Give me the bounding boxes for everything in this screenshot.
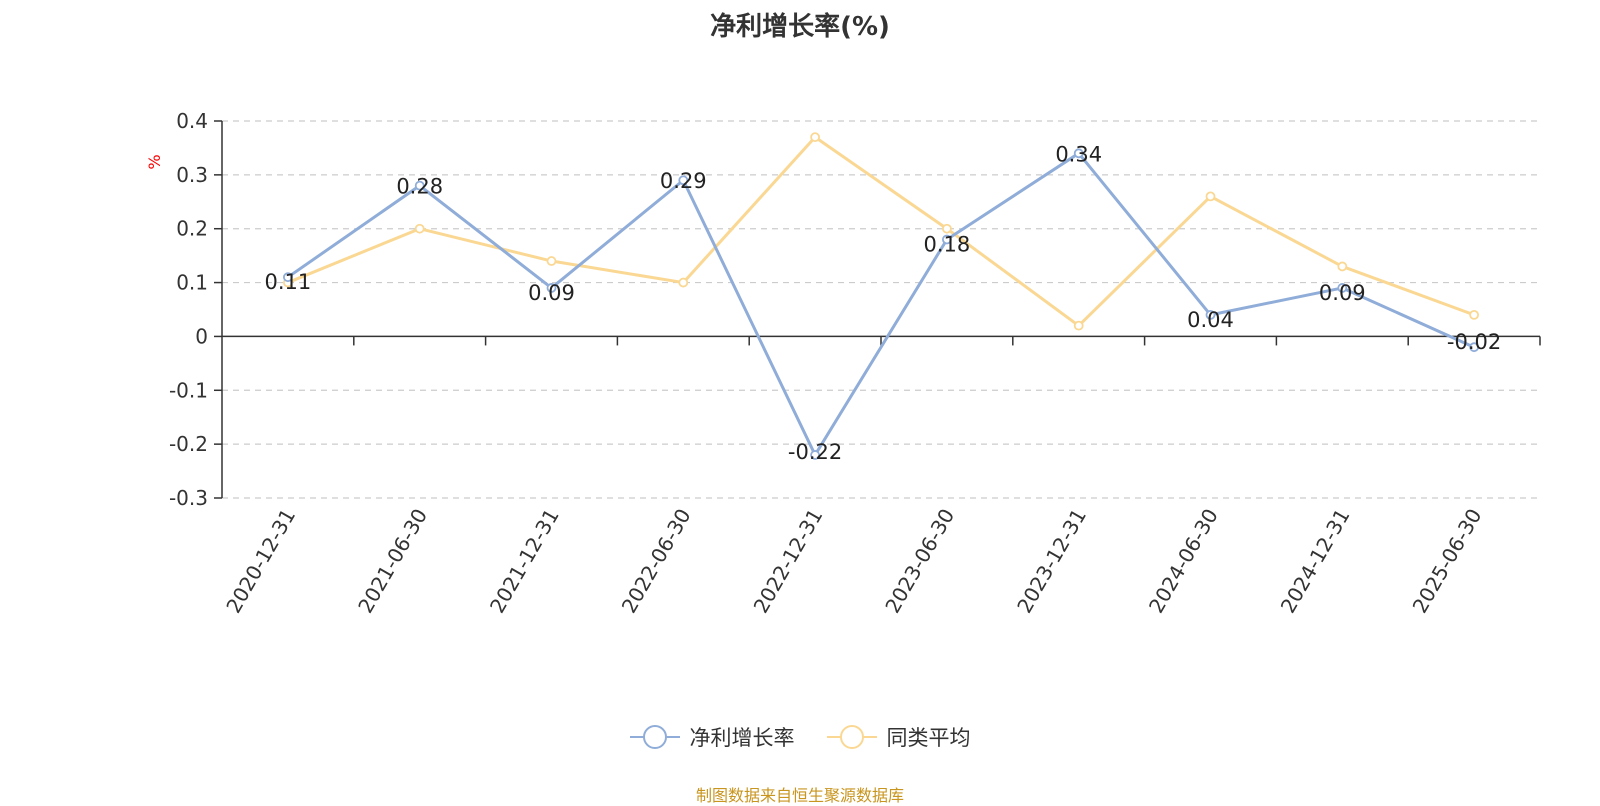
- line-chart: 0.4 0.3 0.2 0.1 0 -0.1 -0.2 -0.3 2020-12-31 2021…: [145, 109, 1541, 618]
- data-point[interactable]: [546, 283, 557, 293]
- data-point[interactable]: [1073, 148, 1084, 159]
- y-tick-label: 0.1: [176, 271, 208, 295]
- data-point[interactable]: [1337, 283, 1348, 293]
- x-tick-label: 2021-12-31: [485, 505, 564, 618]
- data-label: 0.28: [396, 175, 443, 199]
- data-point[interactable]: [678, 277, 689, 288]
- x-tick-labels: 2020-12-31 2021-06-30 2021-12-31 2022-06-30…: [221, 505, 1486, 618]
- data-point[interactable]: [1469, 309, 1479, 320]
- series-line-2: [287, 135, 1475, 328]
- axes: [214, 120, 1541, 499]
- y-tick-label: 0: [195, 324, 208, 348]
- y-tick-labels: 0.4 0.3 0.2 0.1 0 -0.1 -0.2 -0.3: [169, 109, 208, 510]
- x-tick-label: 2020-12-31: [221, 505, 300, 618]
- data-label: -0.02: [1447, 330, 1501, 354]
- data-label: 0.11: [265, 270, 312, 294]
- x-tick-label: 2021-06-30: [353, 505, 432, 618]
- data-point[interactable]: [942, 223, 952, 234]
- data-label: 0.18: [924, 232, 971, 256]
- data-point[interactable]: [810, 450, 820, 460]
- data-label: 0.09: [528, 281, 575, 305]
- chart-title: 净利增长率(%): [710, 12, 890, 42]
- data-labels: 0.11 0.28 0.09 0.29 -0.22 0.18 0.34 0.04 0.09 -0.…: [265, 142, 1502, 464]
- data-point[interactable]: [1469, 342, 1479, 353]
- y-tick-label: -0.1: [169, 378, 208, 402]
- y-tick-label: 0.4: [176, 109, 208, 133]
- data-point[interactable]: [546, 256, 557, 266]
- data-point[interactable]: [414, 223, 425, 234]
- series-line-1: [287, 151, 1475, 457]
- data-point[interactable]: [810, 132, 820, 143]
- x-tick-label: 2023-06-30: [880, 505, 959, 618]
- x-tick-label: 2022-06-30: [617, 505, 696, 618]
- legend: 净利增长率 同类平均: [0, 722, 1600, 752]
- data-label: 0.34: [1055, 142, 1102, 166]
- y-tick-label: -0.3: [169, 486, 208, 510]
- legend-swatch-series1: [629, 725, 680, 749]
- legend-label-series1: 净利增长率: [689, 726, 795, 750]
- data-point[interactable]: [1205, 191, 1216, 202]
- y-axis-unit: %: [145, 154, 164, 169]
- legend-label-series2: 同类平均: [886, 726, 971, 750]
- y-tick-label: -0.2: [169, 432, 208, 456]
- data-label: 0.09: [1319, 281, 1366, 305]
- legend-item-series1[interactable]: 净利增长率: [629, 722, 795, 752]
- data-point[interactable]: [942, 234, 952, 245]
- x-tick-label: 2024-06-30: [1144, 505, 1223, 618]
- data-point[interactable]: [1073, 320, 1084, 331]
- data-point[interactable]: [1337, 261, 1348, 272]
- y-tick-label: 0.3: [176, 163, 208, 187]
- series-lines: [282, 132, 1479, 460]
- source-note: 制图数据来自恒生聚源数据库: [695, 786, 904, 805]
- data-label: 0.29: [660, 169, 707, 193]
- y-tick-label: 0.2: [176, 217, 208, 241]
- x-tick-label: 2025-06-30: [1408, 505, 1487, 618]
- data-point[interactable]: [414, 180, 425, 191]
- data-label: 0.04: [1187, 308, 1234, 332]
- legend-swatch-series2: [826, 725, 877, 749]
- x-tick-label: 2022-12-31: [749, 505, 828, 618]
- data-label: -0.22: [788, 440, 842, 464]
- data-point[interactable]: [1205, 309, 1216, 320]
- x-tick-label: 2023-12-31: [1012, 505, 1091, 618]
- data-point[interactable]: [282, 272, 293, 283]
- legend-item-series2[interactable]: 同类平均: [826, 722, 971, 752]
- x-tick-label: 2024-12-31: [1276, 505, 1355, 618]
- data-point[interactable]: [678, 175, 689, 186]
